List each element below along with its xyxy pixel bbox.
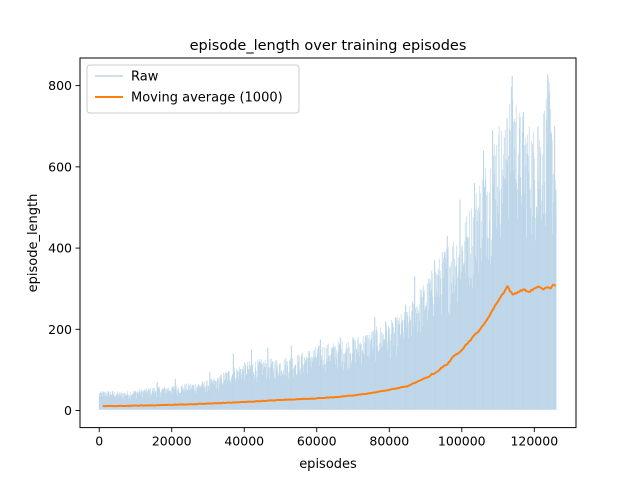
series-moving-average [102,283,556,408]
x-tick-label: 100000 [438,434,486,449]
y-tick-label: 200 [48,322,72,337]
chart-title: episode_length over training episodes [190,38,467,54]
x-tick-label: 120000 [510,434,558,449]
x-tick-label: 60000 [297,434,337,449]
y-tick-label: 600 [48,159,72,174]
axes-frame [79,57,577,429]
x-axis-label: episodes [299,457,357,472]
x-tick-label: 40000 [224,434,264,449]
x-tick-label: 20000 [152,434,192,449]
legend: Raw Moving average (1000) [86,64,300,114]
legend-label-raw: Raw [131,70,159,85]
legend-label-moving-average: Moving average (1000) [131,91,283,106]
x-tick-label: 80000 [369,434,409,449]
y-axis-label: episode_length [26,194,41,293]
y-tick-label: 400 [48,241,72,256]
x-axis-ticks: 0 20000 40000 60000 80000 100000 120000 [95,427,558,449]
y-tick-label: 800 [48,78,72,93]
y-tick-label: 0 [64,403,72,418]
y-axis-ticks: 0 200 400 600 800 [48,78,80,418]
x-tick-label: 0 [95,434,103,449]
legend-box [86,64,300,114]
series-raw [98,74,557,410]
plot-area [98,74,557,410]
